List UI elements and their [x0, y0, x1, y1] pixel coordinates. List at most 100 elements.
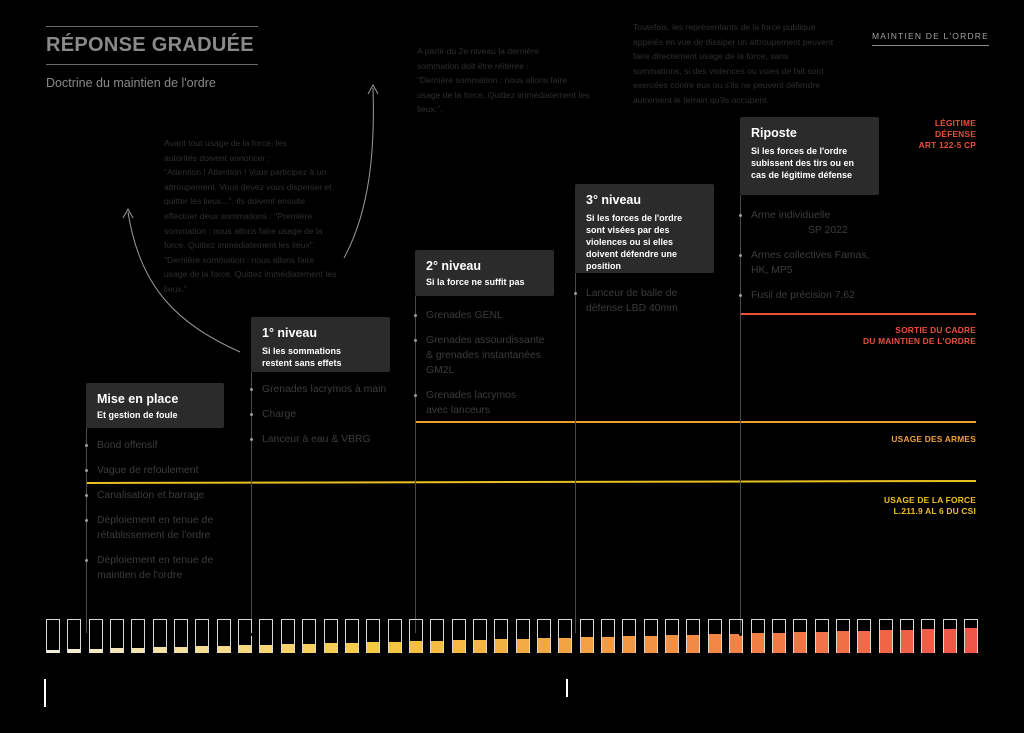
intensity-bar-fill — [708, 634, 721, 653]
intensity-bar — [643, 619, 658, 653]
card-subtitle: Si les sommations restent sans effets — [262, 346, 342, 368]
note-line: sommation : nous allons faire usage de l… — [164, 225, 323, 236]
intensity-bar-fill — [388, 641, 401, 653]
card-mise-en-place: Mise en place Et gestion de foule — [86, 383, 224, 428]
intensity-bar — [195, 619, 210, 653]
legitime-line-3: ART 122-5 CP — [918, 140, 976, 150]
note-line: autrement le terrain qu'ils occupent. — [633, 94, 769, 105]
intensity-bar-fill — [666, 635, 679, 653]
intensity-bar — [46, 619, 60, 653]
card-subtitle: Si la force ne suffit pas — [426, 277, 525, 287]
page-subtitle: Doctrine du maintien de l'ordre — [46, 76, 216, 90]
card-title: 1° niveau — [262, 326, 318, 340]
list-item: Grenades lacrymos avec lanceurs — [414, 388, 526, 418]
card-title: 3° niveau — [586, 193, 642, 207]
intensity-bar — [323, 619, 338, 653]
header-rule-top — [46, 26, 258, 27]
note-line: autorités doivent annoncer : — [164, 152, 271, 163]
intensity-bar — [601, 619, 616, 653]
list-item: Lanceur à eau & VBRG — [250, 434, 371, 445]
intensity-bar-fill — [922, 629, 935, 653]
level-4-connector — [740, 195, 741, 634]
list-item: Bond offensif — [84, 440, 158, 451]
list-item: Lanceur de balle de défense LBD 40mm — [574, 286, 696, 316]
intensity-bar-fill — [217, 645, 230, 653]
intensity-bar-fill — [47, 649, 59, 653]
axis-marker-start — [44, 679, 46, 707]
intensity-bar-fill — [730, 633, 743, 653]
level-2-connector — [415, 296, 416, 634]
intensity-bar — [430, 619, 445, 653]
intensity-bar — [110, 619, 125, 653]
card-niveau-2: 2° niveau Si la force ne suffit pas — [415, 250, 554, 296]
level-marker-dot — [85, 633, 88, 636]
intensity-bar — [707, 619, 722, 653]
usage-force-label: USAGE DE LA FORCE L.211.9 AL 6 DU CSI — [884, 495, 976, 517]
force-line-1: USAGE DE LA FORCE — [884, 495, 976, 505]
note-exception: Toutefois, les représentants de la force… — [633, 20, 863, 108]
card-subtitle: Si les forces de l'ordre sont visées par… — [586, 213, 683, 271]
note-line: usage de la force. Quittez immédiatement… — [164, 269, 337, 280]
intensity-bar — [344, 619, 359, 653]
intensity-bar — [942, 619, 957, 653]
intensity-bar-fill — [516, 638, 529, 653]
note-line: quitter les lieux...". Ils doivent ensui… — [164, 196, 306, 207]
usage-armes-line — [415, 421, 976, 423]
intensity-bar — [857, 619, 872, 653]
intensity-bar-fill — [409, 641, 422, 653]
intensity-bar-fill — [538, 638, 551, 653]
intensity-bar — [515, 619, 530, 653]
intensity-bar-fill — [132, 647, 145, 653]
sortie-line-1: SORTIE DU CADRE — [895, 325, 976, 335]
intensity-bar-fill — [900, 629, 913, 653]
card-niveau-3: 3° niveau Si les forces de l'ordre sont … — [575, 184, 714, 273]
corner-tag: MAINTIEN DE L'ORDRE — [872, 31, 989, 46]
intensity-bar-fill — [836, 631, 849, 653]
intensity-bar-fill — [196, 646, 209, 653]
card-title: 2° niveau — [426, 259, 482, 273]
intensity-bar — [67, 619, 82, 653]
intensity-bar-fill — [324, 643, 337, 653]
intensity-bar — [793, 619, 808, 653]
intensity-bar — [451, 619, 466, 653]
intensity-bar-fill — [559, 637, 572, 653]
card-subtitle: Si les forces de l'ordre subissent des t… — [751, 146, 855, 180]
intensity-bar — [152, 619, 167, 653]
note-second-level: A partir du 2e niveau la dernière sommati… — [417, 44, 607, 117]
list-item: Grenades lacrymos à main — [249, 384, 387, 395]
card-riposte: Riposte Si les forces de l'ordre subisse… — [740, 117, 879, 195]
list-item: Fusil de précision 7,62 — [739, 290, 855, 301]
note-line: sommations, si des violences ou voies de… — [633, 65, 824, 76]
usage-armes-label: USAGE DES ARMES — [891, 434, 976, 444]
note-line: A partir du 2e niveau la dernière — [417, 46, 539, 56]
intensity-bar-fill — [367, 642, 380, 653]
intensity-bar — [494, 619, 509, 653]
intensity-bar — [259, 619, 274, 653]
intensity-bar — [835, 619, 850, 653]
note-line: Toutefois, les représentants de la force… — [633, 22, 816, 32]
intensity-bar-fill — [751, 633, 764, 653]
intensity-bar-fill — [431, 640, 444, 653]
legitime-defense-label: LÉGITIME DÉFENSE ART 122-5 CP — [919, 118, 976, 151]
axis-marker-middle — [566, 679, 568, 697]
level-1-connector — [251, 372, 252, 634]
intensity-bar — [216, 619, 231, 653]
intensity-bar — [280, 619, 295, 653]
list-item: Arme individuelle — [738, 210, 831, 221]
intensity-bar-fill — [772, 632, 785, 653]
force-line-2: L.211.9 AL 6 DU CSI — [893, 506, 976, 516]
intensity-bar-fill — [111, 648, 124, 653]
level-marker-dot — [414, 633, 417, 636]
intensity-bar-fill — [858, 630, 871, 653]
arrow-left-head — [122, 207, 134, 219]
intensity-bar-fill — [495, 639, 508, 653]
intensity-bar — [964, 619, 978, 653]
level-marker-dot — [250, 633, 253, 636]
intensity-bar-fill — [580, 637, 593, 653]
intensity-bar — [814, 619, 829, 653]
list-item: Armes collectives Famas, HK, MP5 — [739, 248, 886, 278]
note-line: exercées contre eux ou s'ils ne peuvent … — [633, 80, 821, 91]
intensity-bar-fill — [260, 644, 273, 653]
intensity-bar-fill — [815, 631, 828, 653]
intensity-bar — [771, 619, 786, 653]
